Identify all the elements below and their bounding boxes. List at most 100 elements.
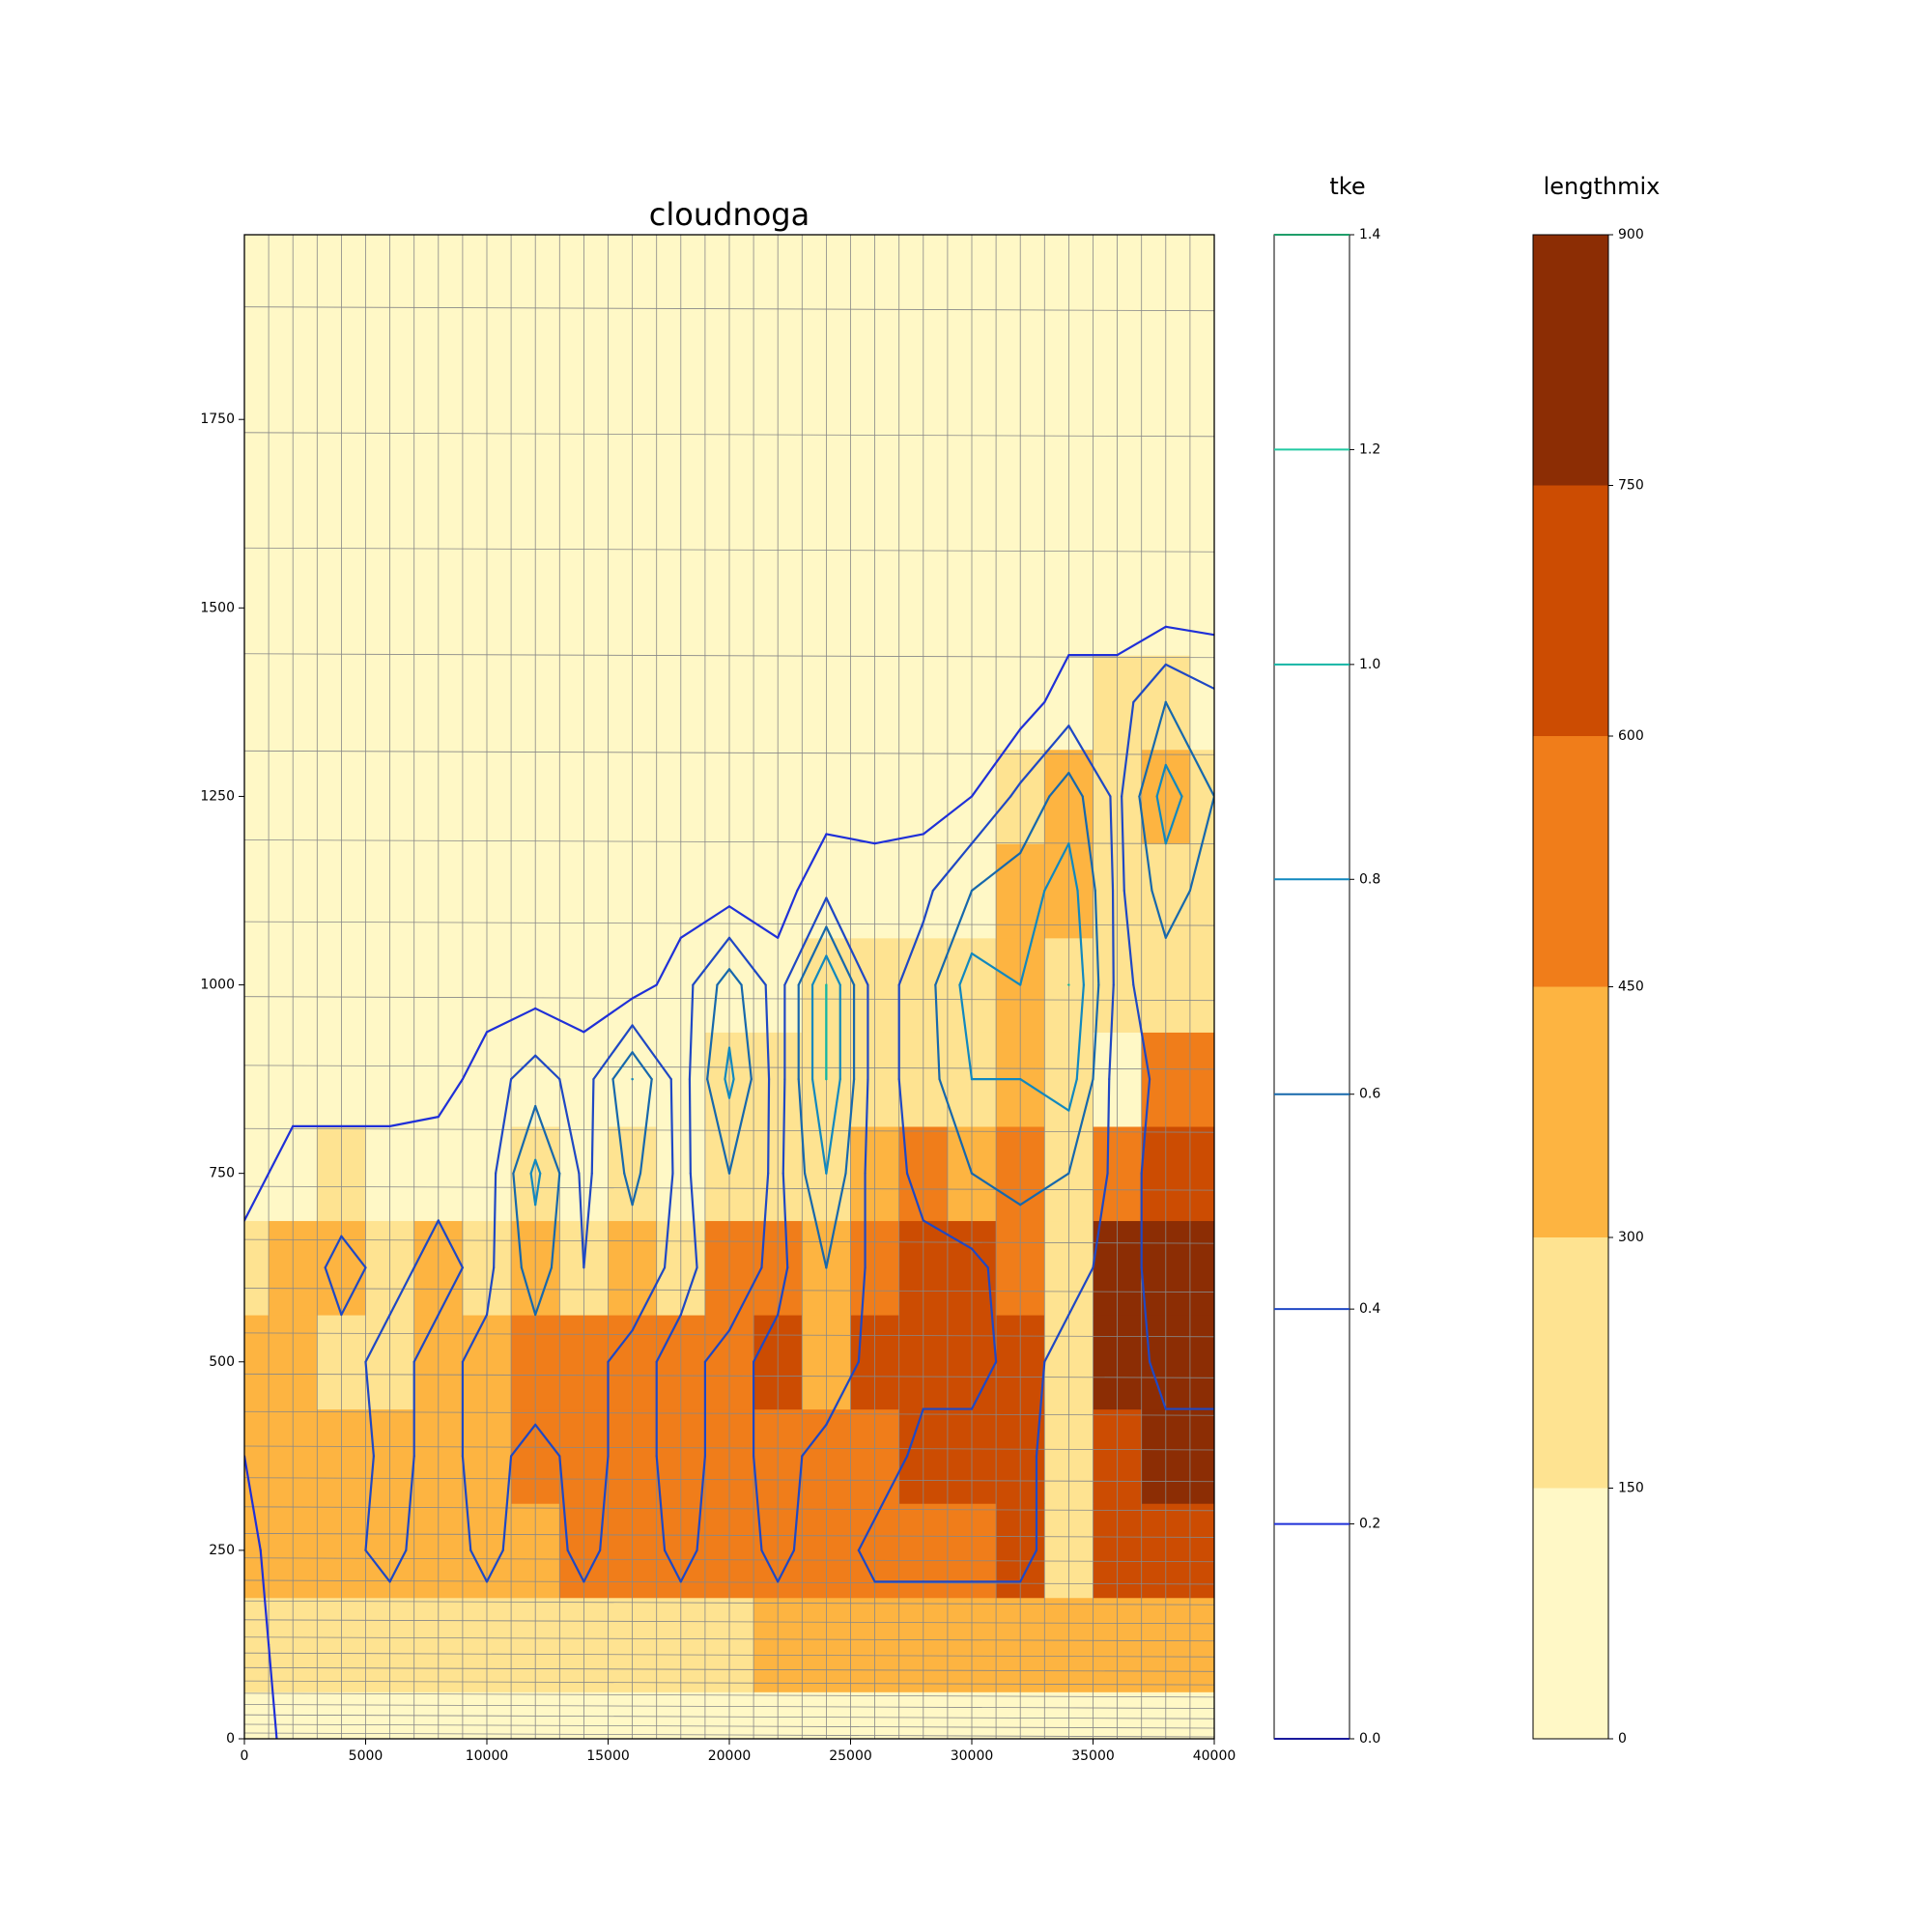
colorbar-band [1533,986,1608,1237]
field-cell [1189,235,1214,374]
contour-segment [493,1172,497,1269]
contour-segment [1132,983,1151,1081]
contour-segment [752,1313,780,1363]
mesh-line [244,1723,1214,1729]
contour-segment [727,1078,735,1099]
x-tick-label: 30000 [951,1748,994,1764]
contour-segment [1067,771,1084,798]
field-cell [1189,560,1214,656]
contour-segment [1067,1266,1094,1317]
contour-segment [655,1313,682,1363]
contour-segment [679,905,731,939]
mesh-line [244,1127,1214,1133]
mesh-line [244,1579,1214,1585]
field-cell [1189,1503,1214,1599]
x-tick-label: 0 [241,1748,249,1764]
contour-segment [534,1054,561,1081]
contour-segment [655,936,682,986]
contour-segment [485,1266,496,1317]
contour-segment [639,1078,653,1175]
contour-segment [631,1266,667,1332]
contour-segment [1121,795,1125,893]
field-cell [1189,843,1214,939]
contour-segment [783,896,828,986]
contour-segment [1109,795,1115,893]
field-cell [244,655,270,751]
field-cell [244,749,270,844]
mesh-line [244,1666,1214,1672]
contour-segment [873,1455,909,1520]
field-cell [244,1691,270,1739]
contour-segment [611,1078,626,1175]
contour-segment [970,952,1022,986]
contour-segment [1075,983,1085,1081]
contour-segment [582,1172,593,1269]
mesh-line [244,1692,1214,1698]
colorbar-tick-label: 1.4 [1359,227,1380,242]
contour-segment [340,1235,367,1269]
mesh-line [244,1680,1214,1686]
contour-segment [244,1172,270,1222]
contour-segment [1019,1548,1038,1583]
contour-segment [437,1219,464,1269]
contour-segment [897,1078,909,1175]
x-tick-label: 20000 [708,1748,752,1764]
contour-segment [1164,625,1214,637]
x-tick-label: 15000 [586,1748,630,1764]
contour-segment [529,1172,537,1207]
field-cell [1189,1220,1214,1316]
contour-segment [501,1455,513,1551]
contour-segment [810,1078,828,1175]
field-cell [1189,1408,1214,1504]
contour-segment [663,1172,674,1269]
x-tick-label: 5000 [349,1748,384,1764]
contour-segment [1019,1078,1070,1112]
field-cell [1189,1314,1214,1410]
mesh-line [244,1600,1214,1605]
contour-segment [797,925,828,986]
contour-segment [534,1172,542,1207]
contour-segment [1067,724,1112,798]
mesh-line [244,1410,1214,1416]
mesh-line [244,1477,1214,1483]
contour-segment [1019,795,1051,855]
contour-segment [324,1266,343,1317]
contour-segment [1076,889,1085,986]
contour-segment [873,833,924,845]
field-cell [1189,655,1214,751]
contour-segment [810,954,828,986]
field-cell [244,235,270,374]
contour-segment [364,1548,391,1583]
contour-segment [1067,1078,1094,1175]
x-tick-label: 25000 [829,1748,872,1764]
contour-segment [340,1266,367,1317]
contour-segment [825,1172,847,1269]
contour-segment [1019,724,1070,784]
field-cell [244,1032,270,1127]
field-cell [1189,749,1214,844]
contour-segment [922,1219,974,1250]
contour-segment [1092,1172,1109,1269]
contour-segment [797,1078,807,1175]
contour-segment [777,889,799,939]
contour-segment [1043,842,1070,893]
colorbar-band [1533,736,1608,987]
contour-segment [825,925,856,986]
field-cell [1189,1125,1214,1222]
contour-segment [752,1455,763,1551]
contour-segment [796,833,828,893]
contour-segment [958,983,974,1081]
colorbar-tick-label: 0.0 [1359,1731,1380,1747]
contour-segment [1067,842,1079,893]
colorbar-tick-label: 0.2 [1359,1517,1380,1532]
field-cell [244,466,270,562]
field-cell [244,937,270,1033]
contour-segment [1148,1360,1167,1410]
contour-segment [703,1329,731,1363]
mesh-line [244,839,1214,844]
contour-segment [688,983,695,1081]
tke-contours [244,625,1214,1739]
mesh-line [244,1185,1214,1191]
contour-segment [706,1078,731,1175]
